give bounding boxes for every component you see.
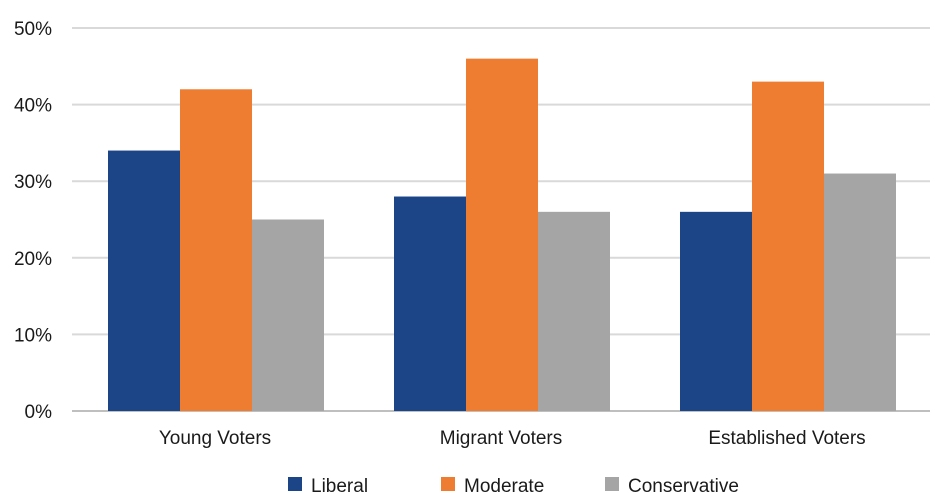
bar-moderate-1 — [180, 89, 252, 411]
legend-swatch-liberal — [288, 477, 302, 491]
legend: Liberal Moderate Conservative — [288, 476, 739, 493]
bar-liberal-1 — [108, 150, 180, 411]
y-tick-label: 30% — [14, 172, 52, 193]
bar-conservative-3 — [824, 173, 896, 411]
bar-conservative-1 — [252, 219, 324, 411]
legend-label-moderate: Moderate — [464, 476, 544, 493]
y-tick-label: 20% — [14, 249, 52, 270]
bar-moderate-2 — [466, 58, 538, 411]
y-tick-label: 0% — [25, 402, 53, 423]
bar-conservative-2 — [538, 211, 610, 411]
legend-label-liberal: Liberal — [311, 476, 368, 493]
y-tick-label: 40% — [14, 96, 52, 117]
bar-moderate-3 — [752, 81, 824, 412]
bar-liberal-2 — [394, 196, 466, 411]
x-category-label: Young Voters — [159, 428, 271, 449]
x-category-label: Migrant Voters — [440, 428, 563, 449]
legend-swatch-conservative — [605, 477, 619, 491]
y-tick-label: 10% — [14, 325, 52, 346]
bar-liberal-3 — [680, 211, 752, 411]
legend-label-conservative: Conservative — [628, 476, 739, 493]
legend-swatch-moderate — [441, 477, 455, 491]
y-tick-label: 50% — [14, 19, 52, 40]
x-category-label: Established Voters — [708, 428, 865, 449]
